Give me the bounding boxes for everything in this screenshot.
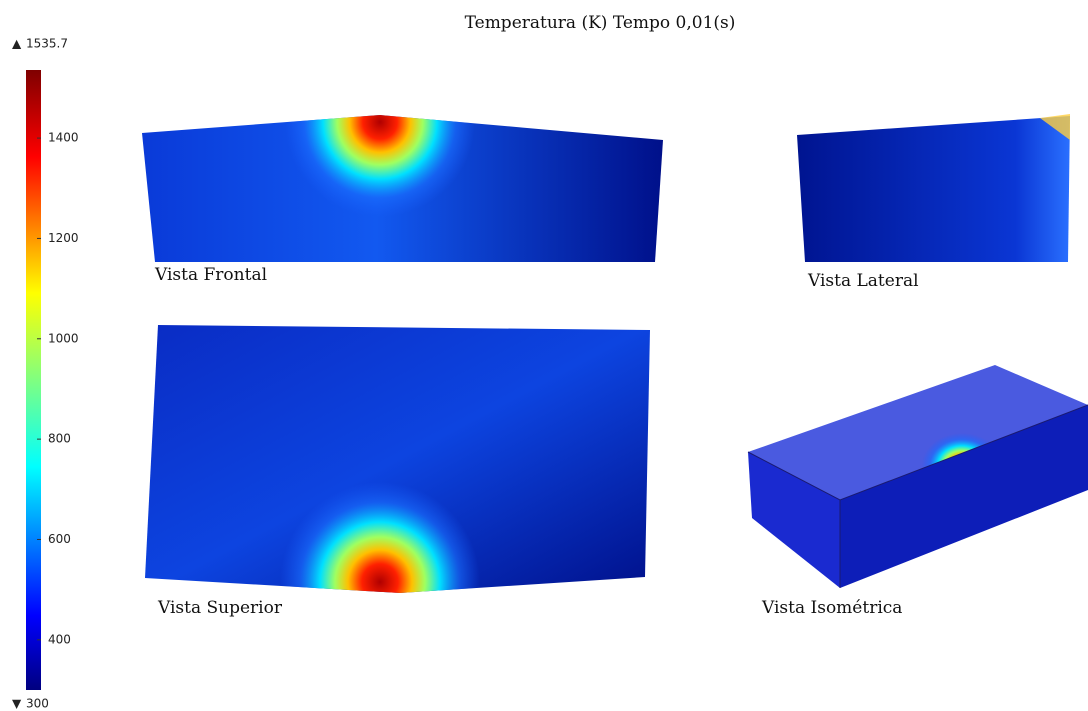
tick-label: 600 (48, 532, 71, 546)
figure: Temperatura (K) Tempo 0,01(s) ▲ 1535.7 ▼… (0, 0, 1088, 711)
colorbar-ticks: 400 600 800 1000 1200 1400 (37, 131, 79, 647)
min-label: 300 (26, 697, 49, 711)
max-label: 1535.7 (26, 37, 68, 51)
front-view (142, 27, 663, 262)
max-arrow: ▲ (12, 37, 22, 51)
tick-label: 400 (48, 632, 71, 646)
tick-label: 1200 (48, 231, 79, 245)
view-label: Vista Superior (157, 598, 283, 618)
title: Temperatura (K) Tempo 0,01(s) (465, 13, 736, 33)
tick-label: 800 (48, 432, 71, 446)
view-label: Vista Lateral (807, 271, 919, 291)
top-view (145, 325, 650, 682)
isometric-view (748, 365, 1088, 588)
tick-label: 1400 (48, 131, 79, 145)
tick-label: 1000 (48, 331, 79, 345)
min-arrow: ▼ (12, 697, 22, 711)
view-label: Vista Frontal (154, 265, 267, 285)
colorbar (26, 70, 41, 690)
lateral-view (797, 114, 1070, 262)
view-label: Vista Isométrica (761, 598, 902, 618)
